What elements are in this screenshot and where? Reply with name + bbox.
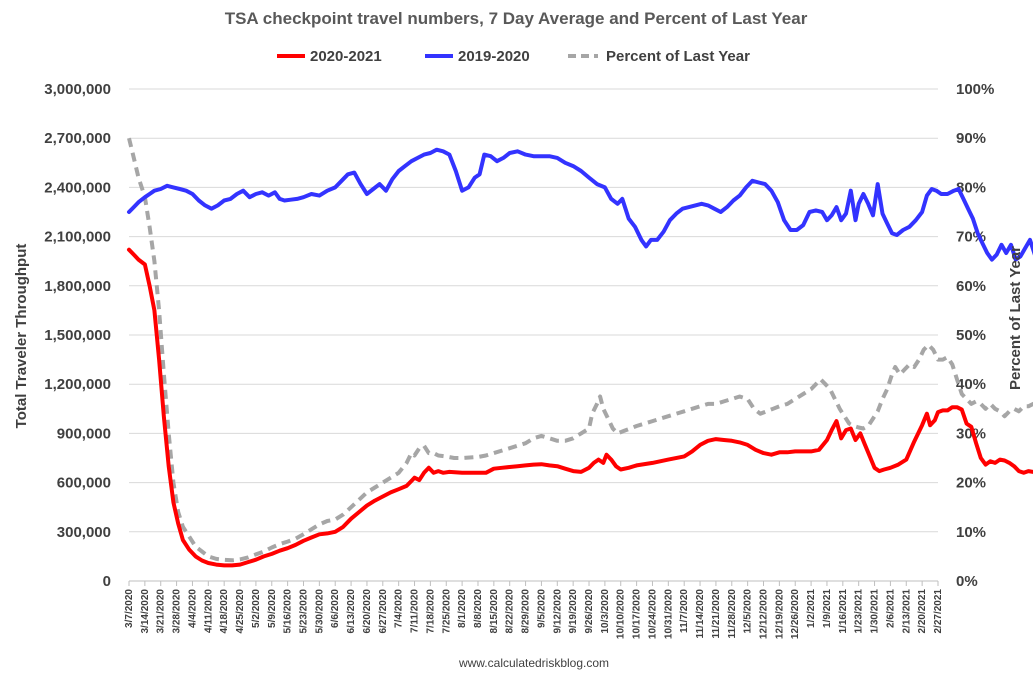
y2-tick-label: 60% [956, 278, 986, 295]
x-tick-label: 10/24/2020 [647, 589, 658, 639]
x-tick-label: 1/23/2021 [854, 589, 865, 634]
x-tick-label: 3/21/2020 [156, 589, 167, 634]
y-tick-label: 600,000 [57, 475, 111, 492]
x-tick-label: 3/14/2020 [140, 589, 151, 634]
x-tick-label: 7/18/2020 [425, 589, 436, 634]
y-tick-label: 1,200,000 [44, 376, 111, 393]
x-tick-label: 6/6/2020 [330, 589, 341, 628]
x-tick-label: 6/20/2020 [362, 589, 373, 634]
y2-tick-label: 80% [956, 179, 986, 196]
x-tick-label: 6/13/2020 [346, 589, 357, 634]
y2-tick-label: 40% [956, 376, 986, 393]
x-tick-label: 6/27/2020 [378, 589, 389, 634]
x-tick-label: 5/30/2020 [314, 589, 325, 634]
y-axis-left: 0 300,000 600,000 900,000 1,200,000 1,500,000… [44, 81, 111, 590]
x-tick-label: 1/16/2021 [838, 589, 849, 634]
legend-label-2020-2021: 2020-2021 [310, 48, 382, 65]
y2-tick-label: 90% [956, 130, 986, 147]
x-tick-label: 11/14/2020 [695, 589, 706, 639]
x-tick-label: 9/12/2020 [552, 589, 563, 634]
x-tick-label: 10/17/2020 [632, 589, 643, 639]
x-axis: 3/7/2020 3/14/2020 3/21/2020 3/28/2020 4/4/2… [124, 580, 944, 639]
x-tick-label: 7/4/2020 [394, 589, 405, 628]
x-tick-label: 8/29/2020 [521, 589, 532, 634]
x-tick-label: 9/19/2020 [568, 589, 579, 634]
legend-label-2019-2020: 2019-2020 [458, 48, 530, 65]
x-tick-label: 12/26/2020 [790, 589, 801, 639]
x-tick-label: 9/5/2020 [536, 589, 547, 628]
x-tick-label: 7/25/2020 [441, 589, 452, 634]
x-tick-label: 12/12/2020 [759, 589, 770, 639]
x-tick-label: 1/30/2021 [870, 589, 881, 634]
x-tick-label: 1/2/2021 [806, 589, 817, 628]
x-tick-label: 11/7/2020 [679, 589, 690, 633]
x-tick-label: 1/9/2021 [822, 589, 833, 628]
y-tick-label: 1,800,000 [44, 278, 111, 295]
chart-title: TSA checkpoint travel numbers, 7 Day Ave… [225, 9, 808, 28]
y2-tick-label: 50% [956, 327, 986, 344]
y-tick-label: 0 [103, 573, 111, 590]
y-tick-label: 3,000,000 [44, 81, 111, 98]
x-tick-label: 2/6/2021 [885, 589, 896, 628]
x-tick-label: 3/28/2020 [172, 589, 183, 634]
series-line-2019-2020 [127, 147, 1033, 262]
x-tick-label: 9/26/2020 [584, 589, 595, 634]
x-tick-label: 5/16/2020 [283, 589, 294, 634]
y-axis-right: 0%10%20%30%40%50%60%70%80%90%100% [956, 81, 994, 590]
x-tick-label: 12/5/2020 [743, 589, 754, 634]
x-tick-label: 2/13/2021 [901, 589, 912, 634]
x-tick-label: 8/1/2020 [457, 589, 468, 628]
x-tick-label: 4/25/2020 [235, 589, 246, 634]
y-tick-label: 900,000 [57, 425, 111, 442]
x-tick-label: 11/21/2020 [711, 589, 722, 639]
x-tick-label: 2/20/2021 [917, 589, 928, 634]
x-tick-label: 8/15/2020 [489, 589, 500, 634]
x-tick-label: 4/18/2020 [219, 589, 230, 634]
x-tick-label: 3/7/2020 [124, 589, 135, 628]
legend: 2020-2021 2019-2020 Percent of Last Year [277, 48, 750, 65]
y-tick-label: 2,100,000 [44, 229, 111, 246]
series-lines [127, 137, 1033, 568]
x-tick-label: 5/23/2020 [298, 589, 309, 634]
y-tick-label: 300,000 [57, 524, 111, 541]
x-tick-label: 7/11/2020 [410, 589, 421, 633]
y-tick-label: 2,700,000 [44, 130, 111, 147]
source-credit: www.calculatedriskblog.com [458, 656, 609, 670]
gridlines [129, 88, 938, 582]
x-tick-label: 12/19/2020 [774, 589, 785, 639]
y-tick-label: 1,500,000 [44, 327, 111, 344]
x-tick-label: 8/8/2020 [473, 589, 484, 628]
y2-tick-label: 30% [956, 425, 986, 442]
series-line-percent-of-last-year [127, 137, 1033, 563]
y2-axis-title: Percent of Last Year [1007, 246, 1024, 390]
legend-label-percent-of-last-year: Percent of Last Year [606, 48, 750, 65]
x-tick-label: 4/4/2020 [187, 589, 198, 628]
y2-tick-label: 20% [956, 475, 986, 492]
y2-tick-label: 100% [956, 81, 994, 98]
x-tick-label: 10/31/2020 [663, 589, 674, 639]
x-tick-label: 10/10/2020 [616, 589, 627, 639]
series-line-2020-2021 [127, 247, 1033, 568]
x-tick-label: 5/2/2020 [251, 589, 262, 628]
y2-tick-label: 10% [956, 524, 986, 541]
y-axis-title: Total Traveler Throughput [13, 244, 30, 429]
x-tick-label: 2/27/2021 [933, 589, 944, 634]
x-tick-label: 4/11/2020 [203, 589, 214, 633]
y-tick-label: 2,400,000 [44, 179, 111, 196]
y2-tick-label: 0% [956, 573, 978, 590]
x-tick-label: 10/3/2020 [600, 589, 611, 634]
x-tick-label: 8/22/2020 [505, 589, 516, 634]
x-tick-label: 5/9/2020 [267, 589, 278, 628]
x-tick-label: 11/28/2020 [727, 589, 738, 639]
